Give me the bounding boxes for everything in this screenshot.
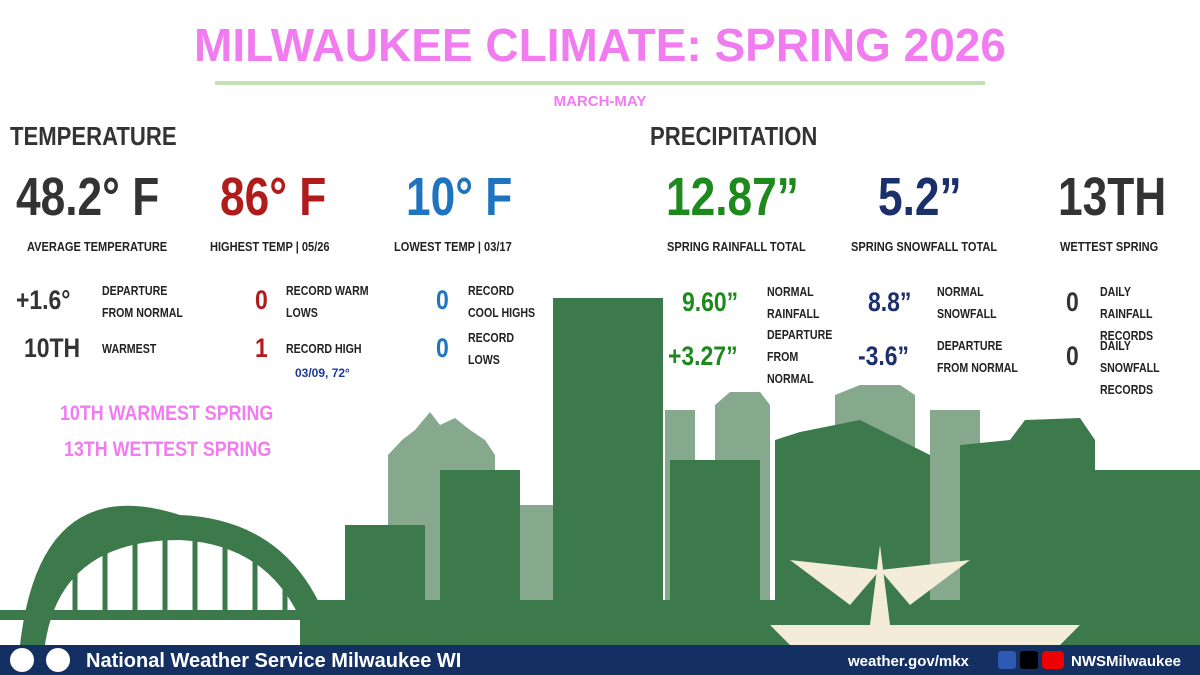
section-heading: TEMPERATURE xyxy=(10,121,177,151)
stat-label: WETTEST SPRING xyxy=(1060,239,1159,254)
stat-label: HIGHEST TEMP | 05/26 xyxy=(210,239,330,254)
youtube-icon[interactable] xyxy=(1042,651,1064,669)
stat-label: SPRING RAINFALL TOTAL xyxy=(667,239,806,254)
stat-label: SPRING SNOWFALL TOTAL xyxy=(851,239,998,254)
detail-label: RECORD HIGH xyxy=(286,342,362,356)
stat-label: LOWEST TEMP | 03/17 xyxy=(394,239,512,254)
footer-office: National Weather Service Milwaukee WI xyxy=(86,650,462,672)
title: MILWAUKEE CLIMATE: SPRING 2026 xyxy=(194,19,1006,71)
detail-label: DAILY RAINFALL RECORDS xyxy=(1100,285,1154,343)
detail-label: DAILY SNOWFALL RECORDS xyxy=(1100,339,1160,397)
detail-value: 0 xyxy=(1066,341,1079,371)
detail-value: 0 xyxy=(436,285,449,315)
detail-value: +1.6° xyxy=(16,285,71,315)
nws-logo xyxy=(46,648,70,672)
highlight: 13TH WETTEST SPRING xyxy=(64,438,272,461)
detail-label: DEPARTURE FROM NORMAL xyxy=(937,339,1018,375)
x-icon[interactable] xyxy=(1020,651,1038,669)
detail-label: RECORD LOWS xyxy=(468,331,515,367)
footer-handle[interactable]: NWSMilwaukee xyxy=(1071,653,1182,670)
footer-website[interactable]: weather.gov/mkx xyxy=(848,653,969,670)
detail-note: 03/09, 72° xyxy=(295,366,350,380)
detail-value: 8.8” xyxy=(868,287,912,317)
detail-value: 9.60” xyxy=(682,287,739,317)
detail-label: DEPARTURE FROM NORMAL xyxy=(102,284,183,320)
stat-value: 13TH xyxy=(1058,167,1167,227)
detail-value: 0 xyxy=(1066,287,1079,317)
section-heading: PRECIPITATION xyxy=(650,121,818,151)
detail-value: 0 xyxy=(436,333,449,363)
detail-value: 1 xyxy=(255,333,268,363)
detail-value: -3.6” xyxy=(858,341,910,371)
stat-label: AVERAGE TEMPERATURE xyxy=(27,239,168,254)
detail-label: WARMEST xyxy=(102,342,157,356)
stat-value: 10° F xyxy=(406,167,513,227)
detail-label: DEPARTURE FROM NORMAL xyxy=(767,328,833,386)
highlight: 10TH WARMEST SPRING xyxy=(60,402,274,425)
stat-value: 48.2° F xyxy=(16,167,160,227)
detail-label: RECORD WARM LOWS xyxy=(286,284,369,320)
detail-label: NORMAL RAINFALL xyxy=(767,285,820,321)
detail-label: NORMAL SNOWFALL xyxy=(937,285,997,321)
subtitle: MARCH-MAY xyxy=(553,93,647,110)
noaa-logo xyxy=(10,648,34,672)
stat-value: 86° F xyxy=(220,167,327,227)
detail-value: 0 xyxy=(255,285,268,315)
stat-value: 5.2” xyxy=(878,167,962,227)
detail-label: RECORD COOL HIGHS xyxy=(468,284,536,320)
stat-value: 12.87” xyxy=(666,167,799,227)
detail-value: 10TH xyxy=(24,333,81,363)
facebook-icon[interactable] xyxy=(998,651,1016,669)
detail-value: +3.27” xyxy=(668,341,738,371)
